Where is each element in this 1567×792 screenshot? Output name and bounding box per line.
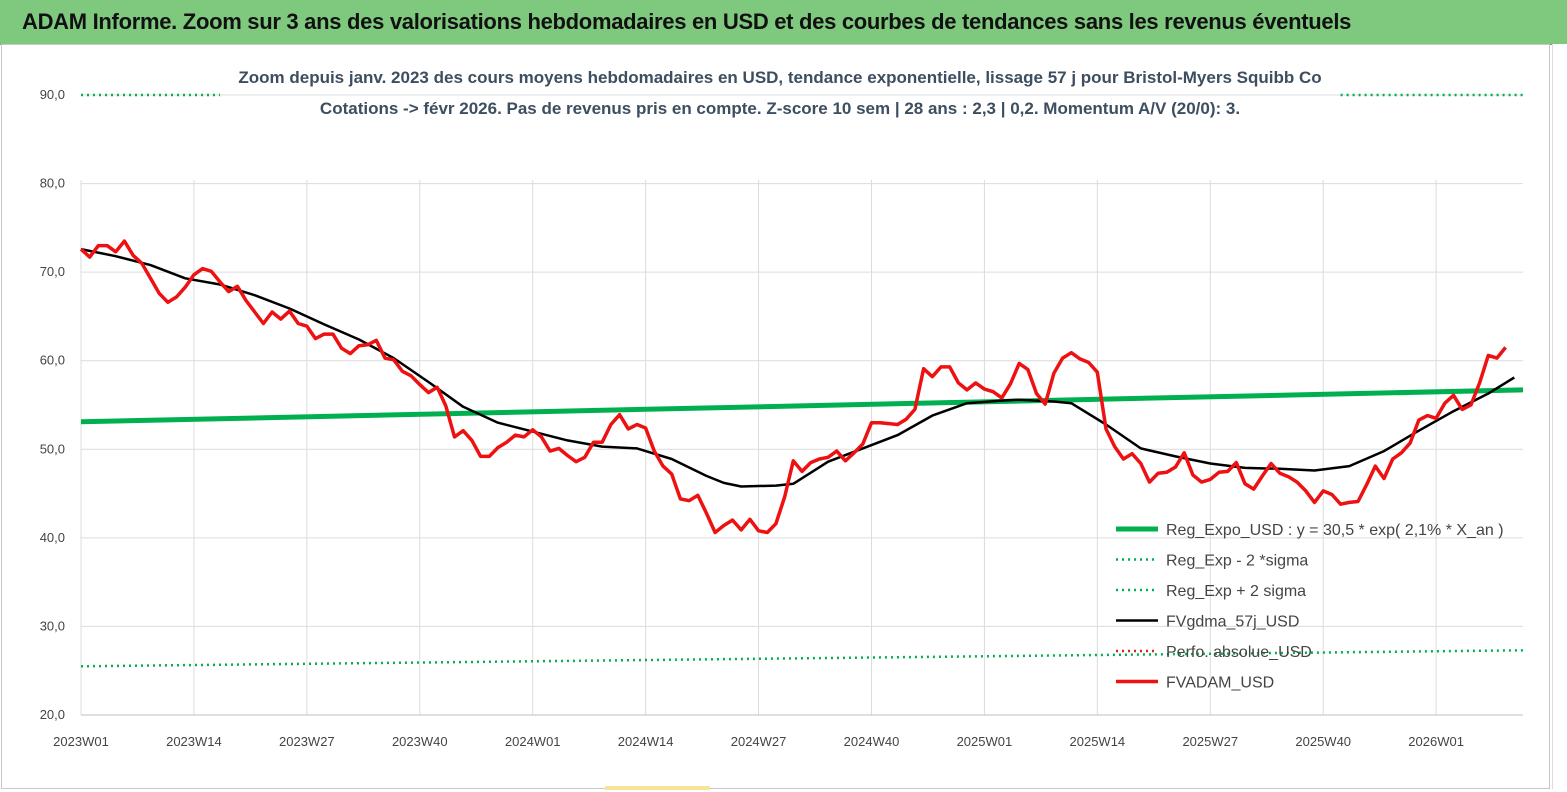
x-tick-label: 2023W14 — [166, 734, 222, 749]
x-tick-label: 2025W01 — [957, 734, 1013, 749]
legend-label: Reg_Expo_USD : y = 30,5 * exp( 2,1% * X_… — [1166, 522, 1504, 539]
series-line-fvgdma-57j-usd — [80, 247, 1515, 488]
x-tick-label: 2024W27 — [731, 734, 787, 749]
y-tick-label: 70,0 — [40, 264, 65, 279]
title-banner: ADAM Informe. Zoom sur 3 ans des valoris… — [0, 0, 1567, 45]
x-tick-label: 2023W27 — [279, 734, 335, 749]
x-tick-label: 2024W01 — [505, 734, 561, 749]
series-line-reg-exp-2-sigma — [80, 649, 1524, 668]
x-tick-label: 2024W40 — [844, 734, 900, 749]
bottom-scroll-marker — [605, 786, 710, 790]
series-line-reg-expo-usd-y-30-5-exp-2-1-x-an — [80, 387, 1524, 425]
chart-subtitle: Cotations -> févr 2026. Pas de revenus p… — [319, 99, 1241, 118]
legend-label: Reg_Exp - 2 *sigma — [1166, 553, 1308, 570]
right-edge-panel — [1552, 44, 1567, 789]
x-tick-label: 2024W14 — [618, 734, 674, 749]
series-layer — [79, 93, 1524, 668]
x-tick-label: 2025W14 — [1070, 734, 1126, 749]
x-tick-label: 2025W40 — [1295, 734, 1351, 749]
banner-title: ADAM Informe. Zoom sur 3 ans des valoris… — [22, 9, 1352, 34]
x-tick-label: 2026W01 — [1408, 734, 1464, 749]
y-tick-label: 90,0 — [40, 87, 65, 102]
y-tick-label: 30,0 — [40, 618, 65, 633]
legend-label: FVADAM_USD — [1166, 675, 1274, 692]
x-axis: 2023W01 2023W14 2023W27 2023W40 2024W01 2024W… — [53, 714, 1523, 749]
y-tick-label: 80,0 — [40, 176, 65, 191]
y-tick-label: 50,0 — [40, 441, 65, 456]
x-tick-label: 2023W01 — [53, 734, 109, 749]
y-axis: 20,0 30,0 40,0 50,0 60,0 70,0 80,0 90,0 — [40, 87, 65, 722]
y-tick-label: 40,0 — [40, 530, 65, 545]
y-tick-label: 60,0 — [40, 353, 65, 368]
legend-label: FVgdma_57j_USD — [1166, 614, 1299, 631]
legend-label: Perfo. absolue_USD — [1166, 644, 1312, 661]
x-tick-label: 2025W27 — [1182, 734, 1238, 749]
legend: Reg_Expo_USD : y = 30,5 * exp( 2,1% * X_… — [1116, 522, 1504, 692]
chart-title: Zoom depuis janv. 2023 des cours moyens … — [238, 68, 1322, 87]
x-tick-label: 2023W40 — [392, 734, 448, 749]
series-line-fvadam-usd — [79, 239, 1507, 535]
legend-label: Reg_Exp + 2 sigma — [1166, 583, 1306, 600]
y-tick-label: 20,0 — [40, 707, 65, 722]
